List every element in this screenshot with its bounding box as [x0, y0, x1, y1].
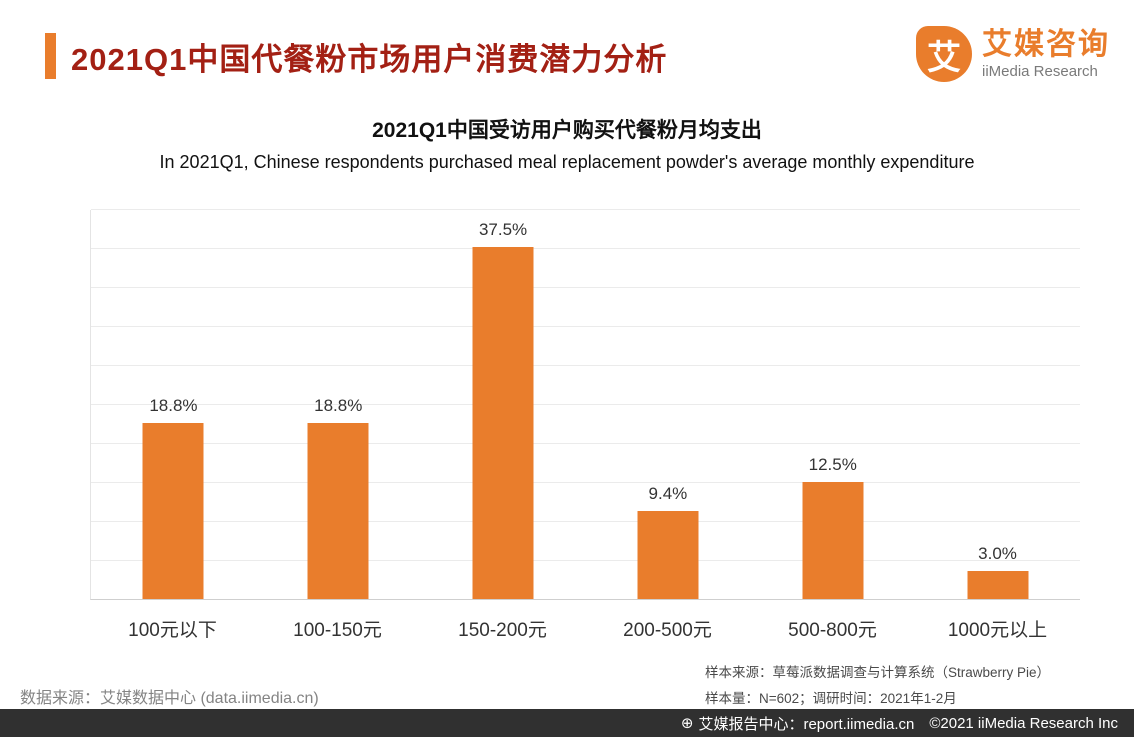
bar-value-label: 18.8%: [149, 395, 198, 415]
gridline: [91, 365, 1080, 366]
x-axis-label: 200-500元: [623, 620, 712, 641]
logo-glyph: 艾: [927, 38, 961, 77]
bar-slot: 37.5%: [421, 210, 586, 599]
gridline: [91, 287, 1080, 288]
bar-slot: 12.5%: [750, 210, 915, 599]
footer-bar: ⊕ 艾媒报告中心：report.iimedia.cn ©2021 iiMedia…: [0, 709, 1134, 737]
report-center-icon: ⊕: [680, 714, 694, 732]
copyright-text: ©2021 iiMedia Research Inc: [929, 714, 1118, 732]
bar-value-label: 37.5%: [478, 220, 528, 240]
bar: [142, 422, 204, 599]
sample-info-note: 样本量：N=602；调研时间：2021年1-2月: [705, 691, 957, 706]
bar: [307, 422, 369, 599]
bar-slot: 9.4%: [585, 210, 750, 599]
x-axis-label: 100元以下: [128, 620, 217, 641]
header: 2021Q1中国代餐粉市场用户消费潜力分析: [45, 33, 667, 79]
gridline: [91, 482, 1080, 483]
gridline: [91, 248, 1080, 249]
brand-text: 艾媒咨询 iiMedia Research: [982, 28, 1110, 80]
gridline: [91, 209, 1080, 210]
report-center-link: 艾媒报告中心：report.iimedia.cn: [698, 715, 915, 733]
bar-slot: 3.0%: [915, 210, 1080, 599]
page-title: 2021Q1中国代餐粉市场用户消费潜力分析: [71, 41, 668, 77]
sample-notes: 样本来源：草莓派数据调查与计算系统（Strawberry Pie） 样本量：N=…: [705, 660, 1050, 712]
x-axis-labels: 100元以下 100-150元 150-200元 200-500元 500-800元 10…: [90, 615, 1080, 642]
x-axis-label: 1000元以上: [947, 620, 1048, 641]
gridline: [91, 326, 1080, 327]
bar: [472, 247, 534, 599]
brand-name-cn: 艾媒咨询: [982, 28, 1110, 61]
bar-value-label: 18.8%: [314, 395, 363, 415]
x-axis-label: 150-200元: [458, 620, 547, 641]
gridline: [91, 443, 1080, 444]
bar-chart-plot-area: 18.8% 18.8% 37.5% 9.4% 12.5% 3.0%: [90, 209, 1080, 600]
bar-value-label: 12.5%: [808, 454, 857, 474]
bar: [637, 510, 699, 599]
bar-slot: 18.8%: [256, 210, 421, 599]
sample-source-note: 样本来源：草莓派数据调查与计算系统（Strawberry Pie）: [705, 665, 1051, 680]
bar: [967, 570, 1029, 599]
x-axis-label: 500-800元: [788, 620, 877, 641]
bar-value-label: 9.4%: [648, 483, 688, 503]
x-axis-label: 100-150元: [293, 620, 382, 641]
bar: [802, 481, 864, 599]
chart-subtitle: In 2021Q1, Chinese respondents purchased…: [159, 152, 975, 172]
bar-value-label: 3.0%: [978, 543, 1017, 563]
title-accent-bar: [45, 33, 56, 79]
gridline: [91, 404, 1080, 405]
iimedia-logo-icon: 艾: [916, 26, 972, 82]
gridline: [91, 560, 1080, 561]
data-source-note: 数据来源：艾媒数据中心 (data.iimedia.cn): [20, 690, 319, 707]
chart-title: 2021Q1中国受访用户购买代餐粉月均支出: [372, 119, 762, 142]
gridline: [91, 521, 1080, 522]
brand-name-en: iiMedia Research: [982, 63, 1098, 80]
bar-slot: 18.8%: [91, 210, 256, 599]
brand-logo: 艾 艾媒咨询 iiMedia Research: [916, 26, 1110, 82]
